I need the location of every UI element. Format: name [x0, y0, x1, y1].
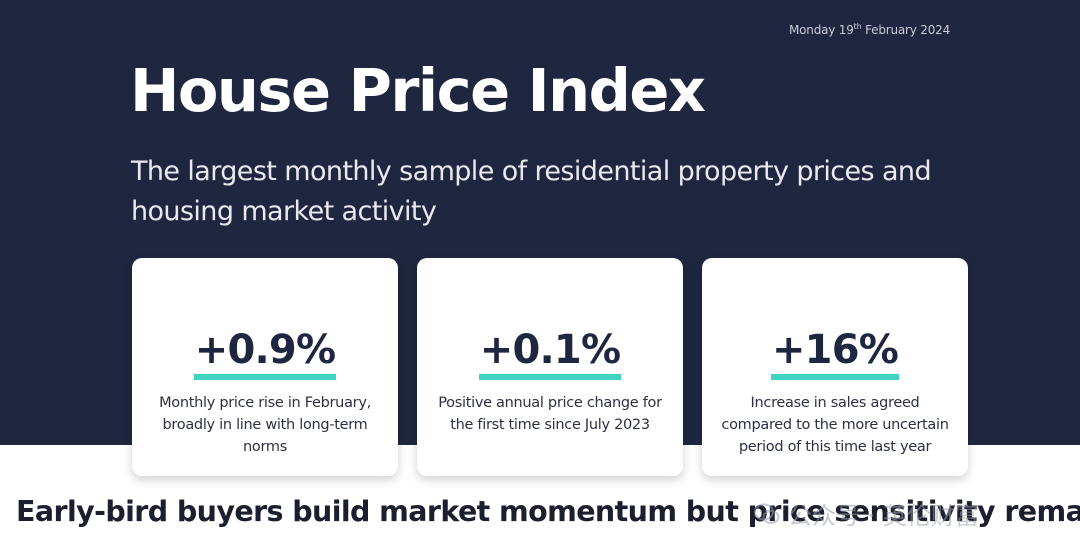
report-headline: Early-bird buyers build market momentum …	[16, 495, 1080, 528]
stat-card-sales: +16% Increase in sales agreed compared t…	[702, 258, 968, 476]
stat-description: Monthly price rise in February, broadly …	[159, 395, 371, 455]
stat-description: Positive annual price change for the fir…	[438, 395, 662, 433]
stat-value: +0.1%	[478, 326, 622, 380]
stat-value: +16%	[770, 326, 900, 380]
stat-card-annual: +0.1% Positive annual price change for t…	[417, 258, 683, 476]
stat-description: Increase in sales agreed compared to the…	[721, 395, 949, 455]
wechat-logo-icon	[754, 503, 780, 524]
watermark: 公众号 · 英伦财富	[754, 496, 979, 531]
stat-card-monthly: +0.9% Monthly price rise in February, br…	[132, 258, 398, 476]
stat-value: +0.9%	[193, 326, 337, 380]
page-title: House Price Index	[130, 56, 706, 125]
date-ordinal: th	[853, 22, 862, 31]
report-date: Monday 19th February 2024	[789, 22, 951, 37]
watermark-text: 公众号 · 英伦财富	[788, 502, 979, 530]
page-subtitle: The largest monthly sample of residentia…	[131, 156, 932, 227]
